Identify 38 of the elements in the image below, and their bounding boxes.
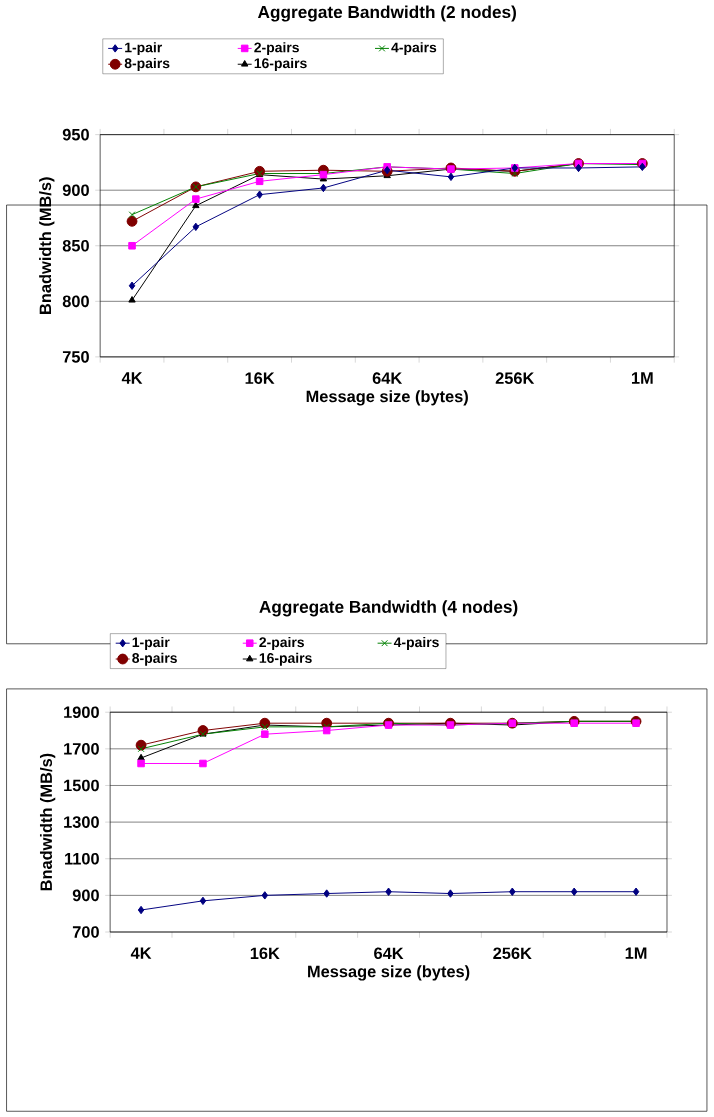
legend-label: 8-pairs — [132, 652, 177, 666]
y-axis-title: Bnadwidth (MB/s) — [39, 753, 56, 891]
legend-label: 8-pairs — [124, 57, 170, 71]
y-tick-label: 900 — [72, 889, 99, 902]
legend-label: 4-pairs — [393, 636, 439, 650]
x-tick-label: 1M — [625, 947, 647, 959]
x-tick-label: 4K — [121, 372, 143, 384]
y-axis-title: Bnadwidth (MB/s) — [38, 177, 55, 314]
legend-label: 4-pairs — [391, 42, 437, 56]
x-tick-label: 16K — [250, 947, 280, 960]
x-tick-label: 64K — [373, 947, 404, 960]
x-axis-title: Message size (bytes) — [306, 390, 468, 406]
legend-label: 2-pairs — [259, 636, 304, 650]
y-tick-label: 900 — [62, 184, 89, 197]
y-tick-label: 950 — [62, 128, 89, 141]
chart-title: Aggregate Bandwidth (4 nodes) — [259, 600, 518, 617]
legend-label: 1-pair — [124, 42, 162, 56]
y-tick-label: 1700 — [63, 743, 99, 755]
x-axis-title: Message size (bytes) — [307, 965, 470, 981]
x-tick-label: 1M — [631, 372, 653, 384]
x-tick-label: 256K — [495, 372, 535, 384]
y-tick-label: 850 — [62, 239, 89, 252]
y-tick-label: 750 — [62, 351, 89, 363]
legend-label: 1-pair — [132, 636, 170, 650]
y-tick-label: 1900 — [63, 706, 99, 719]
x-tick-label: 256K — [493, 947, 532, 960]
legend-label: 2-pairs — [254, 42, 299, 56]
y-tick-label: 1100 — [64, 852, 99, 865]
chart-title: Aggregate Bandwidth (2 nodes) — [257, 5, 516, 22]
legend-label: 16-pairs — [254, 57, 307, 71]
y-tick-label: 1300 — [63, 816, 99, 828]
y-tick-label: 700 — [72, 926, 99, 938]
y-tick-label: 1500 — [63, 779, 99, 792]
x-tick-label: 4K — [130, 947, 152, 959]
x-tick-label: 16K — [245, 372, 275, 384]
legend-label: 16-pairs — [259, 652, 312, 666]
y-tick-label: 800 — [62, 295, 89, 308]
x-tick-label: 64K — [372, 372, 402, 384]
